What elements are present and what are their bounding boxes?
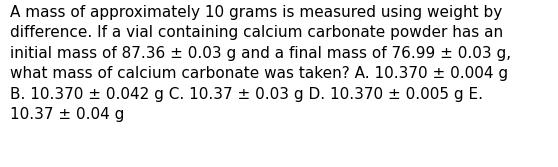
Text: A mass of approximately 10 grams is measured using weight by
difference. If a vi: A mass of approximately 10 grams is meas… xyxy=(10,5,511,122)
